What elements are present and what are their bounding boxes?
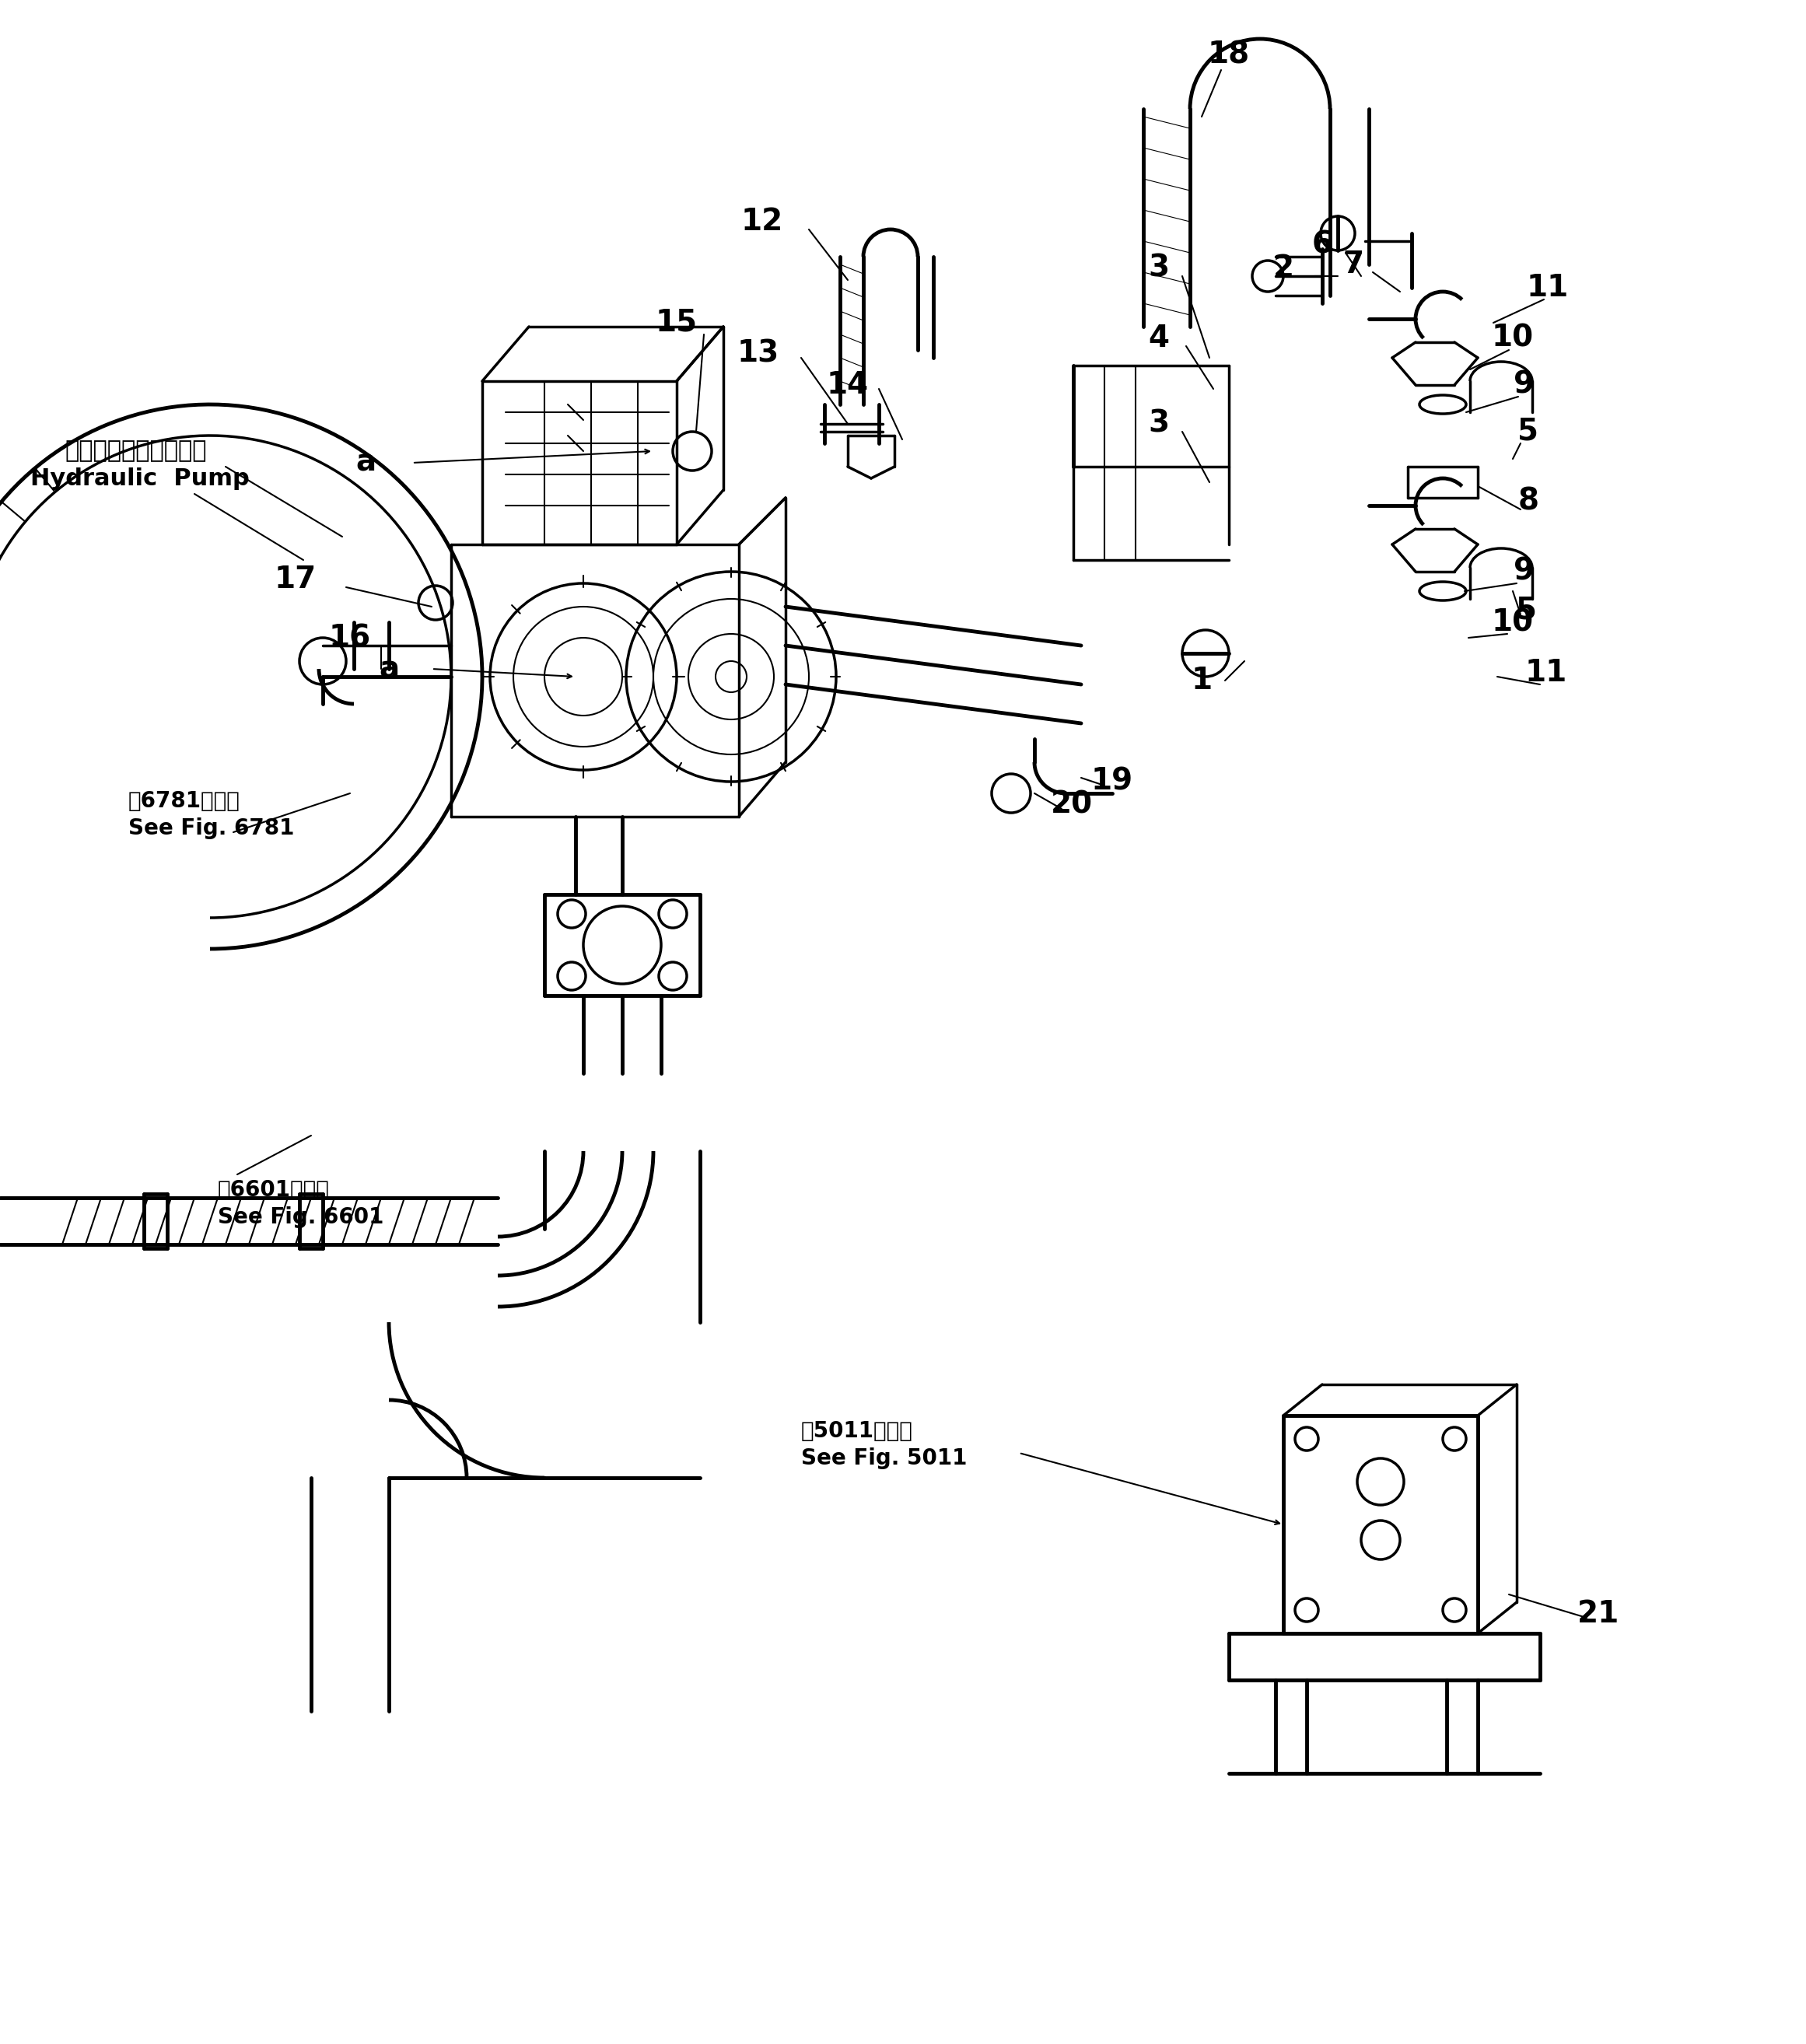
Text: 15: 15 <box>656 309 697 337</box>
Text: 2: 2 <box>1273 253 1293 284</box>
Text: 3: 3 <box>1149 253 1170 284</box>
Text: 17: 17 <box>275 564 316 595</box>
Text: 8: 8 <box>1517 486 1539 517</box>
Text: 18: 18 <box>1208 39 1250 69</box>
Text: 16: 16 <box>329 623 370 652</box>
Text: 4: 4 <box>1149 323 1170 354</box>
Text: 6: 6 <box>1311 231 1333 260</box>
Text: 11: 11 <box>1526 274 1569 303</box>
Text: 21: 21 <box>1577 1598 1620 1629</box>
Text: 20: 20 <box>1051 791 1093 820</box>
Text: 13: 13 <box>737 339 780 368</box>
Text: See Fig. 6601: See Fig. 6601 <box>219 1206 383 1228</box>
Text: 14: 14 <box>827 370 869 401</box>
Text: See Fig. 6781: See Fig. 6781 <box>128 818 294 840</box>
Text: See Fig. 5011: See Fig. 5011 <box>802 1447 966 1470</box>
Text: 10: 10 <box>1492 323 1533 354</box>
Text: 第6781図参照: 第6781図参照 <box>128 791 240 811</box>
Text: 第5011図参照: 第5011図参照 <box>802 1421 914 1441</box>
Text: 1: 1 <box>1192 666 1212 695</box>
Text: 5: 5 <box>1517 595 1537 625</box>
Text: 9: 9 <box>1513 556 1535 587</box>
Text: 19: 19 <box>1091 766 1134 797</box>
Text: 10: 10 <box>1492 607 1533 638</box>
Text: 12: 12 <box>740 206 784 237</box>
Text: 3: 3 <box>1149 409 1170 439</box>
Text: a: a <box>356 448 376 478</box>
Text: 11: 11 <box>1524 658 1568 687</box>
Text: 5: 5 <box>1517 417 1539 446</box>
Text: 9: 9 <box>1513 370 1535 401</box>
Text: ハイドロリックポンプ: ハイドロリックポンプ <box>65 439 208 462</box>
Text: Hydraulic  Pump: Hydraulic Pump <box>31 468 249 491</box>
Text: a: a <box>379 654 399 683</box>
Text: 第6601図参照: 第6601図参照 <box>219 1179 330 1202</box>
Text: 7: 7 <box>1344 249 1364 280</box>
